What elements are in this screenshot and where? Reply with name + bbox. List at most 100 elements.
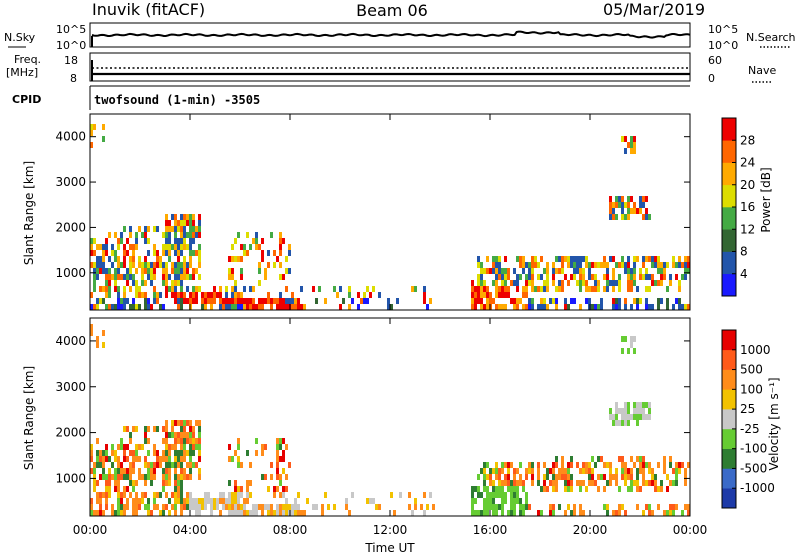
heatmap-cell: [222, 298, 225, 304]
heatmap-cell: [294, 498, 297, 504]
heatmap-cell: [201, 504, 204, 510]
heatmap-cell: [132, 262, 135, 268]
heatmap-cell: [624, 214, 627, 220]
heatmap-cell: [186, 274, 189, 280]
heatmap-cell: [171, 420, 174, 426]
heatmap-cell: [543, 304, 546, 310]
heatmap-cell: [501, 292, 504, 298]
heatmap-cell: [555, 456, 558, 462]
heatmap-cell: [492, 468, 495, 474]
heatmap-cell: [567, 480, 570, 486]
heatmap-cell: [645, 480, 648, 486]
heatmap-cell: [162, 480, 165, 486]
heatmap-cell: [285, 298, 288, 304]
heatmap-cell: [153, 498, 156, 504]
heatmap-cell: [522, 480, 525, 486]
heatmap-cell: [147, 450, 150, 456]
heatmap-cell: [633, 402, 636, 408]
colorbar-segment: [722, 389, 736, 410]
x-tick-label: 12:00: [373, 523, 408, 537]
heatmap-cell: [615, 298, 618, 304]
heatmap-cell: [123, 510, 126, 516]
heatmap-cell: [117, 238, 120, 244]
heatmap-cell: [414, 504, 417, 510]
heatmap-cell: [126, 250, 129, 256]
heatmap-cell: [519, 462, 522, 468]
heatmap-cell: [126, 498, 129, 504]
heatmap-cell: [225, 286, 228, 292]
heatmap-cell: [504, 280, 507, 286]
heatmap-cell: [297, 298, 300, 304]
heatmap-cell: [273, 486, 276, 492]
heatmap-cell: [114, 232, 117, 238]
heatmap-cell: [501, 304, 504, 310]
heatmap-cell: [285, 304, 288, 310]
heatmap-cell: [93, 286, 96, 292]
heatmap-cell: [252, 304, 255, 310]
colorbar-tick-label: 1000: [740, 343, 771, 357]
heatmap-cell: [288, 462, 291, 468]
heatmap-cell: [192, 292, 195, 298]
heatmap-cell: [123, 486, 126, 492]
heatmap-cell: [132, 450, 135, 456]
heatmap-cell: [639, 202, 642, 208]
heatmap-cell: [180, 486, 183, 492]
heatmap-cell: [537, 286, 540, 292]
heatmap-cell: [480, 268, 483, 274]
nsearch-label: N.Search: [746, 31, 796, 44]
heatmap-cell: [195, 498, 198, 504]
heatmap-cell: [231, 298, 234, 304]
heatmap-cell: [264, 444, 267, 450]
heatmap-cell: [180, 232, 183, 238]
heatmap-cell: [633, 408, 636, 414]
heatmap-cell: [183, 432, 186, 438]
heatmap-cell: [189, 244, 192, 250]
heatmap-cell: [195, 444, 198, 450]
heatmap-cell: [249, 510, 252, 516]
heatmap-cell: [102, 124, 105, 130]
heatmap-cell: [636, 402, 639, 408]
heatmap-cell: [531, 462, 534, 468]
heatmap-cell: [639, 298, 642, 304]
heatmap-cell: [246, 498, 249, 504]
heatmap-cell: [135, 510, 138, 516]
nsearch-tick-top: 10^5: [708, 23, 738, 36]
heatmap-cell: [471, 292, 474, 298]
heatmap-cell: [609, 480, 612, 486]
heatmap-cell: [282, 510, 285, 516]
heatmap-cell: [240, 244, 243, 250]
heatmap-cell: [171, 432, 174, 438]
heatmap-cell: [474, 286, 477, 292]
heatmap-cell: [594, 480, 597, 486]
heatmap-cell: [519, 480, 522, 486]
heatmap-cell: [492, 498, 495, 504]
heatmap-cell: [510, 480, 513, 486]
heatmap-cell: [483, 280, 486, 286]
heatmap-cell: [105, 292, 108, 298]
heatmap-cell: [519, 504, 522, 510]
nave-label: Nave: [748, 64, 776, 77]
heatmap-cell: [168, 444, 171, 450]
heatmap-cell: [237, 298, 240, 304]
heatmap-cell: [627, 474, 630, 480]
heatmap-cell: [108, 468, 111, 474]
heatmap-cell: [189, 250, 192, 256]
heatmap-cell: [150, 510, 153, 516]
heatmap-cell: [612, 280, 615, 286]
heatmap-cell: [213, 504, 216, 510]
heatmap-cell: [558, 504, 561, 510]
heatmap-cell: [609, 462, 612, 468]
heatmap-cell: [519, 262, 522, 268]
heatmap-cell: [105, 304, 108, 310]
heatmap-cell: [186, 214, 189, 220]
heatmap-cell: [165, 238, 168, 244]
heatmap-cell: [240, 504, 243, 510]
heatmap-cell: [186, 438, 189, 444]
heatmap-cell: [672, 256, 675, 262]
heatmap-cell: [117, 256, 120, 262]
heatmap-cell: [141, 498, 144, 504]
heatmap-cell: [678, 298, 681, 304]
heatmap-cell: [591, 286, 594, 292]
heatmap-cell: [648, 468, 651, 474]
